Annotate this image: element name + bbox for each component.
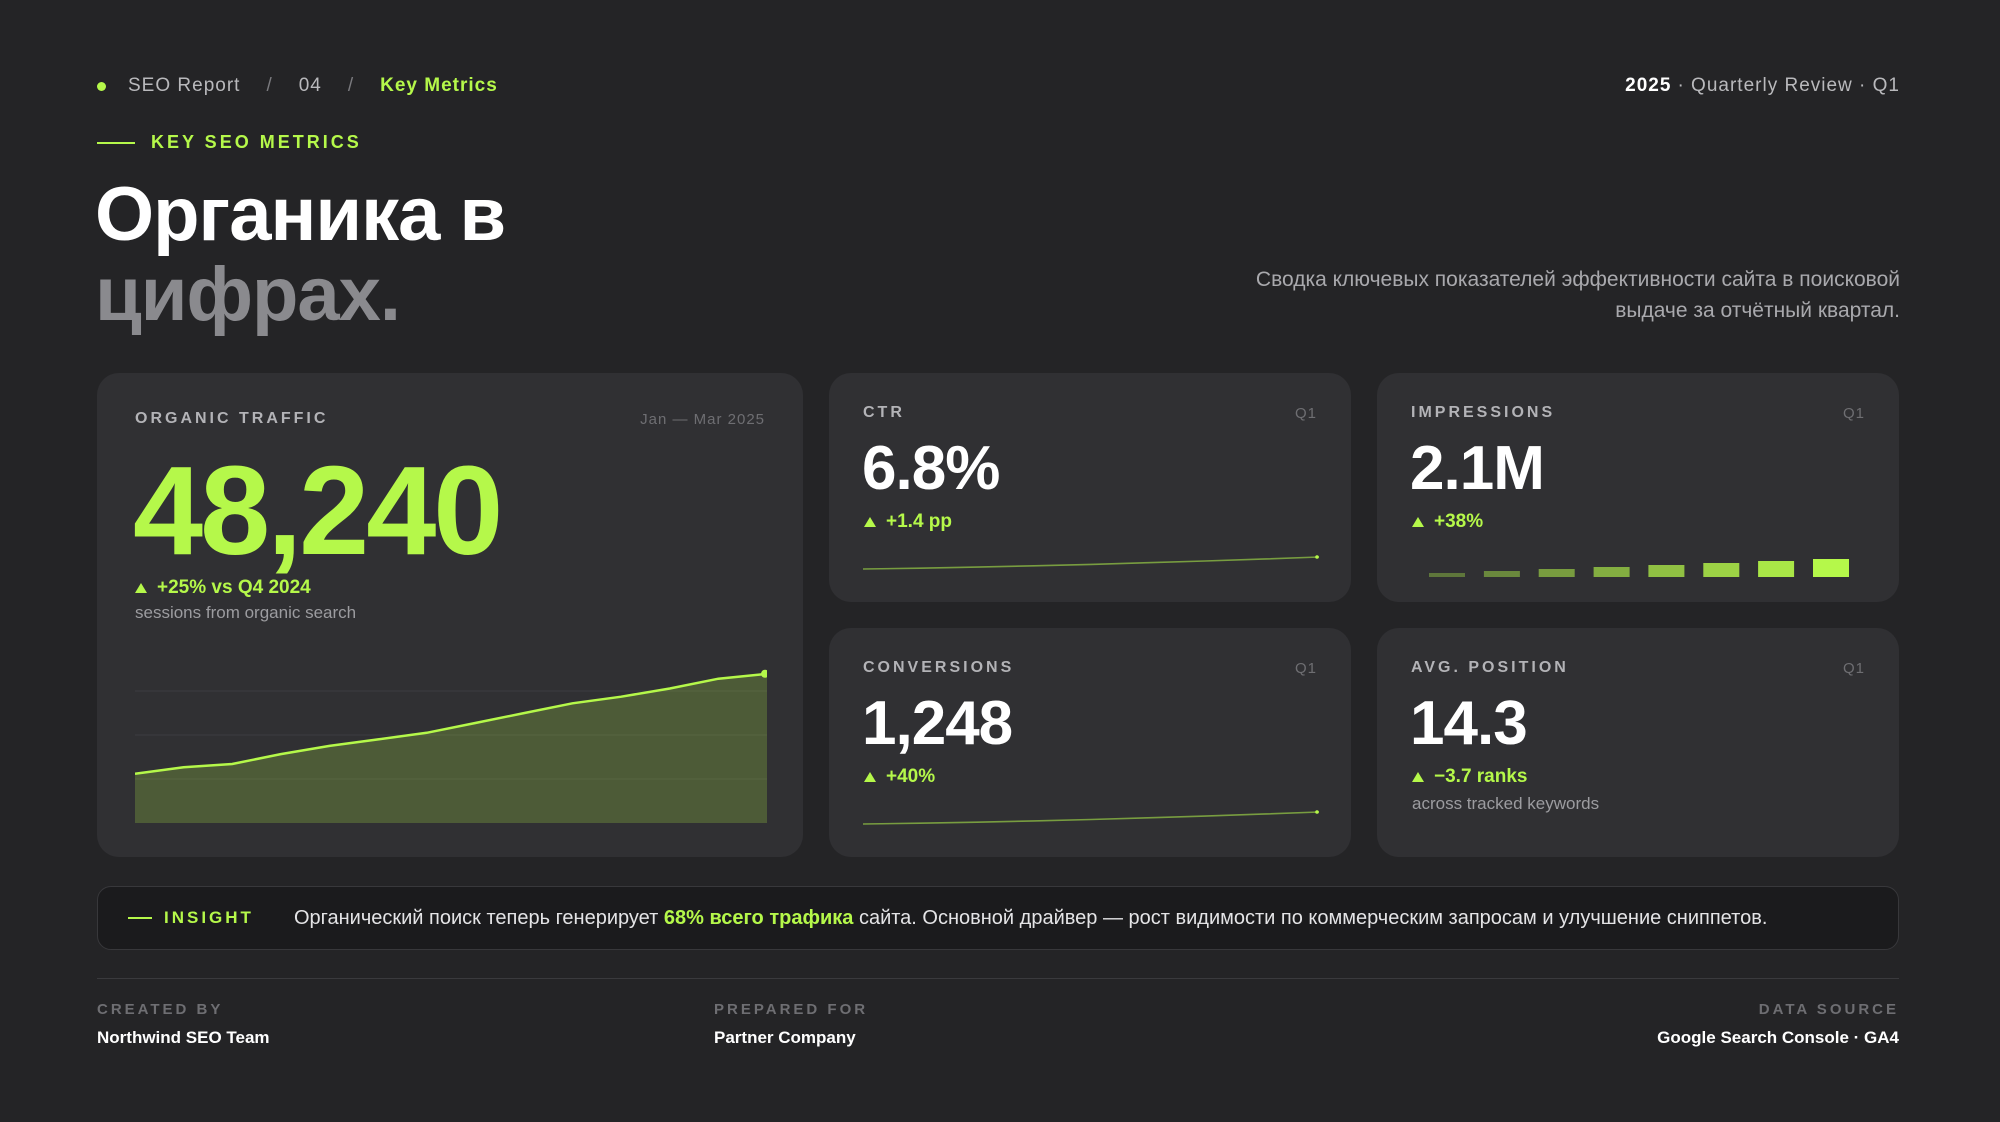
impressions-bar <box>1758 561 1795 577</box>
organic-traffic-area <box>135 673 767 823</box>
page-title-line2: цифрах. <box>95 252 401 337</box>
ctr-sparkline-line <box>863 556 1319 570</box>
impressions-bar <box>1429 573 1465 577</box>
impressions-bar <box>1593 567 1630 577</box>
conversions-sparkline <box>863 810 1319 825</box>
footer-created: CREATED BY Northwind SEO Team <box>97 1001 270 1048</box>
avg-position-delta: −3.7 ranks <box>1412 766 1528 788</box>
ctr-value: 6.8% <box>862 434 1000 503</box>
breadcrumb-current: Key Metrics <box>380 75 498 96</box>
breadcrumb-separator: / <box>266 75 273 96</box>
insight-text-before: Органический поиск теперь генерирует <box>293 906 664 929</box>
insight-highlight: 68% всего трафика <box>663 906 854 929</box>
organic-traffic-value: 48,240 <box>133 440 503 581</box>
footer-created-label: CREATED BY <box>97 1001 224 1018</box>
report-period-label: · Quarterly Review · Q1 <box>1677 75 1900 96</box>
conversions-period: Q1 <box>1294 660 1317 677</box>
organic-traffic-chart <box>135 669 767 823</box>
organic-traffic-label: ORGANIC TRAFFIC <box>135 410 329 427</box>
conversions-delta: +40% <box>864 766 935 788</box>
breadcrumb-report[interactable]: SEO Report <box>128 75 241 96</box>
impressions-delta: +38% <box>1412 511 1483 533</box>
impressions-value: 2.1M <box>1410 434 1545 503</box>
ctr-delta: +1.4 pp <box>864 511 952 533</box>
avg-position-card: AVG. POSITION Q1 14.3 −3.7 ranks across … <box>1377 628 1899 857</box>
avg-position-label: AVG. POSITION <box>1411 659 1569 676</box>
ctr-period: Q1 <box>1294 405 1317 422</box>
organic-traffic-endpoint <box>761 669 767 678</box>
trend-up-icon <box>864 772 876 782</box>
report-period: 2025 · Quarterly Review · Q1 <box>1625 72 1900 100</box>
trend-up-icon <box>1412 772 1424 782</box>
report-year: 2025 <box>1625 75 1672 96</box>
avg-position-delta-text: −3.7 ranks <box>1434 766 1528 787</box>
insight-bar: INSIGHT Органический поиск теперь генери… <box>97 886 1899 950</box>
impressions-bar <box>1648 565 1685 577</box>
conversions-label: CONVERSIONS <box>863 659 1015 676</box>
breadcrumb-page[interactable]: 04 <box>298 75 322 96</box>
ctr-card: CTR Q1 6.8% +1.4 pp <box>829 373 1351 602</box>
footer-source-value: Google Search Console · GA4 <box>1657 1028 1899 1047</box>
insight-text: Органический поиск теперь генерирует 68%… <box>294 907 1767 930</box>
ctr-label: CTR <box>863 404 905 421</box>
ctr-delta-text: +1.4 pp <box>886 511 952 532</box>
impressions-bar <box>1483 571 1520 577</box>
breadcrumb: SEO Report / 04 / Key Metrics <box>97 72 498 100</box>
trend-up-icon <box>864 517 876 527</box>
conversions-card: CONVERSIONS Q1 1,248 +40% <box>829 628 1351 857</box>
conversions-delta-text: +40% <box>886 766 936 787</box>
impressions-bar <box>1538 569 1575 577</box>
impressions-delta-text: +38% <box>1434 511 1484 532</box>
section-label: KEY SEO METRICS <box>97 132 362 153</box>
trend-up-icon <box>135 583 147 593</box>
section-label-text: KEY SEO METRICS <box>151 132 362 152</box>
page-title-line1: Органика в <box>95 172 506 257</box>
impressions-period: Q1 <box>1842 405 1865 422</box>
footer-created-value: Northwind SEO Team <box>97 1028 270 1047</box>
page-subtitle: Сводка ключевых показателей эффективност… <box>1255 268 1900 322</box>
organic-traffic-card: ORGANIC TRAFFIC Jan — Mar 2025 48,240 +2… <box>97 373 803 857</box>
footer-prepared-value: Partner Company <box>714 1028 856 1047</box>
conversions-sparkline-line <box>863 811 1319 825</box>
impressions-bar-chart <box>1429 559 1849 577</box>
insight-tag: INSIGHT <box>164 908 254 927</box>
impressions-card: IMPRESSIONS Q1 2.1M +38% <box>1377 373 1899 602</box>
trend-up-icon <box>1412 517 1424 527</box>
organic-traffic-delta: +25% vs Q4 2024 <box>135 577 311 599</box>
impressions-label: IMPRESSIONS <box>1411 404 1556 421</box>
avg-position-value: 14.3 <box>1410 689 1528 758</box>
footer-prepared-label: PREPARED FOR <box>714 1001 869 1018</box>
ctr-sparkline <box>863 555 1319 570</box>
organic-traffic-line <box>135 672 767 776</box>
avg-position-period: Q1 <box>1842 660 1865 677</box>
insight-text-after: сайта. Основной драйвер — рост видимости… <box>853 906 1768 929</box>
organic-traffic-sub: sessions from organic search <box>135 603 357 622</box>
conversions-value: 1,248 <box>862 689 1013 758</box>
impressions-bar <box>1703 563 1740 577</box>
organic-traffic-period: Jan — Mar 2025 <box>640 411 765 428</box>
status-dot-icon <box>97 81 106 91</box>
footer-divider <box>97 978 1899 979</box>
conversions-sparkline-line-endpoint <box>1315 810 1319 814</box>
organic-traffic-delta-text: +25% vs Q4 2024 <box>157 577 311 598</box>
insight-line <box>128 917 152 919</box>
avg-position-sub: across tracked keywords <box>1412 794 1600 813</box>
section-line <box>97 141 135 144</box>
impressions-bar <box>1813 559 1849 577</box>
footer-prepared: PREPARED FOR Partner Company <box>714 1001 868 1048</box>
ctr-sparkline-line-endpoint <box>1315 555 1319 559</box>
breadcrumb-separator: / <box>347 75 355 96</box>
footer-source: DATA SOURCE Google Search Console · GA4 <box>1657 1001 1899 1048</box>
footer-source-label: DATA SOURCE <box>1758 1001 1899 1018</box>
